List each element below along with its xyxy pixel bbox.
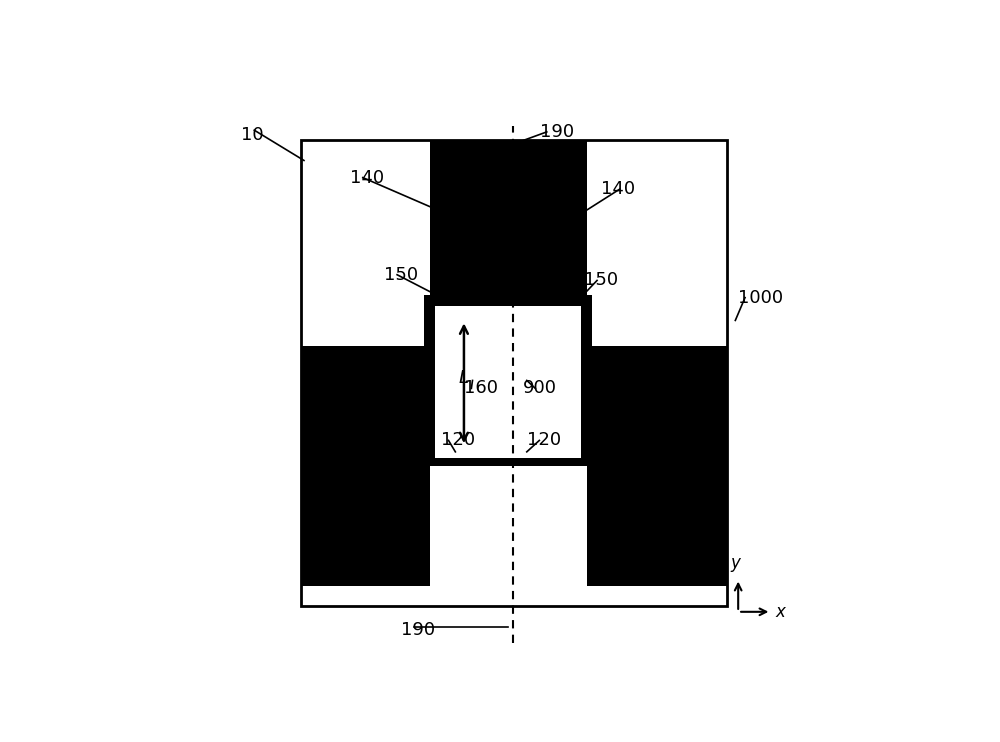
Text: 110: 110	[318, 567, 352, 585]
Bar	[424, 295, 592, 466]
Text: 190: 190	[401, 621, 435, 639]
Text: 140: 140	[601, 180, 635, 198]
Bar	[587, 346, 727, 586]
Text: 120: 120	[441, 431, 475, 450]
Text: 110: 110	[611, 567, 645, 585]
Text: 120: 120	[527, 431, 561, 450]
Bar	[430, 140, 587, 361]
Text: 10: 10	[241, 126, 264, 144]
Text: 160: 160	[464, 379, 498, 398]
Bar	[301, 140, 727, 606]
Text: L: L	[458, 369, 468, 387]
Text: 900: 900	[523, 379, 557, 398]
Text: y: y	[730, 554, 740, 572]
Bar	[435, 306, 581, 458]
Text: 190: 190	[540, 123, 574, 141]
Text: x: x	[776, 603, 786, 621]
Text: 150: 150	[584, 272, 618, 289]
Text: 140: 140	[350, 168, 384, 186]
Text: 1000: 1000	[738, 289, 783, 306]
Bar	[301, 346, 430, 586]
Text: 150: 150	[384, 266, 418, 283]
